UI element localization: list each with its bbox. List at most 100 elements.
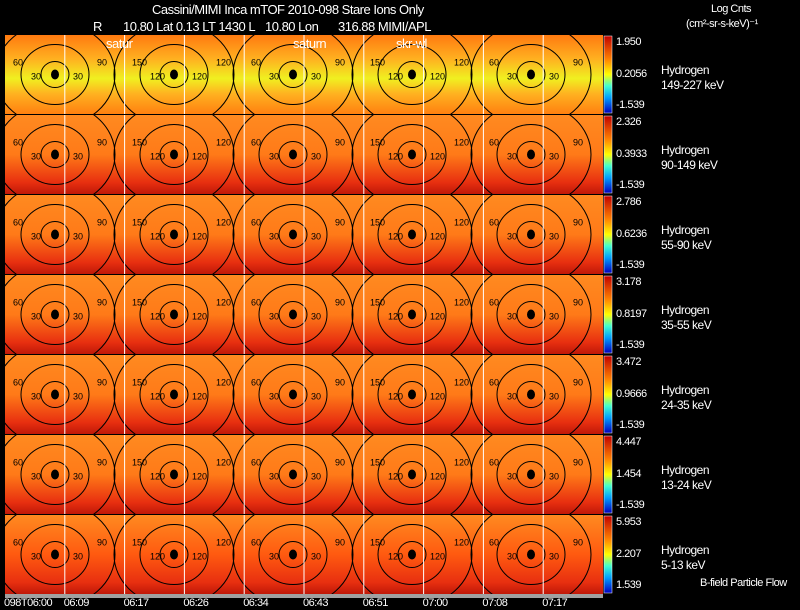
planet-marker	[170, 469, 178, 480]
contour-label: 30	[73, 552, 83, 562]
position-info: 10.80 Lat 0.13 LT 1430 L	[123, 19, 256, 34]
planet-marker	[527, 309, 535, 320]
contour-label: 120	[150, 232, 165, 242]
planet-marker	[289, 389, 297, 400]
contour-label: 150	[370, 538, 385, 548]
contour-line	[20, 364, 90, 425]
contour-line	[278, 541, 308, 568]
contour-label: 120	[192, 232, 207, 242]
contour-line	[159, 541, 189, 568]
contour-label: 120	[216, 458, 231, 468]
overlay-label-satur: satur	[106, 36, 133, 51]
contour-label: 30	[507, 392, 517, 402]
contour-label: 150	[132, 298, 147, 308]
contour-line	[377, 204, 447, 265]
contour-label: 120	[454, 458, 469, 468]
contour-label: 150	[132, 138, 147, 148]
species-label: Hydrogen	[661, 383, 710, 397]
contour-label: 60	[251, 218, 261, 228]
contour-label: 120	[216, 378, 231, 388]
contour-line	[351, 355, 473, 434]
planet-marker	[289, 229, 297, 240]
contour-line	[470, 115, 592, 194]
species-label: Hydrogen	[661, 223, 710, 237]
contour-line	[258, 124, 328, 185]
contour-label: 150	[370, 298, 385, 308]
contour-line	[397, 381, 427, 408]
contour-line	[397, 541, 427, 568]
contour-label: 60	[489, 218, 499, 228]
colorbar-max-label: 2.786	[616, 196, 642, 208]
contour-line	[40, 541, 70, 568]
planet-marker	[51, 389, 59, 400]
contour-label: 150	[370, 58, 385, 68]
contour-line	[20, 204, 90, 265]
contour-line	[278, 461, 308, 488]
contour-line	[278, 221, 308, 248]
contour-label: 120	[430, 232, 445, 242]
energy-range-label: 24-35 keV	[661, 398, 712, 412]
contour-label: 120	[430, 72, 445, 82]
x-tick-label: 06:51	[362, 597, 389, 609]
contour-label: 150	[132, 538, 147, 548]
contour-label: 30	[549, 152, 559, 162]
units-line2: (cm²-sr-s-keV)⁻¹	[686, 18, 758, 30]
contour-line	[159, 381, 189, 408]
contour-label: 120	[430, 472, 445, 482]
contour-label: 150	[132, 218, 147, 228]
planet-marker	[51, 549, 59, 560]
contour-line	[397, 61, 427, 88]
colorbar	[603, 275, 613, 354]
contour-line	[496, 444, 566, 505]
contour-label: 90	[97, 138, 107, 148]
contour-line	[516, 141, 546, 168]
contour-line	[232, 35, 354, 114]
contour-line	[113, 195, 235, 274]
contour-line	[470, 35, 592, 114]
planet-marker	[527, 149, 535, 160]
x-tick-label: 07:17	[542, 597, 568, 609]
bfield-note: B-field Particle Flow	[700, 577, 787, 589]
contour-label: 30	[73, 472, 83, 482]
contour-label: 30	[311, 72, 321, 82]
colorbar	[603, 355, 613, 434]
contour-label: 30	[73, 232, 83, 242]
time-axis-bar	[5, 594, 603, 598]
contour-label: 90	[97, 58, 107, 68]
species-label: Hydrogen	[661, 63, 710, 77]
planet-marker	[408, 309, 416, 320]
planet-marker	[408, 549, 416, 560]
lon-value: 316.88 MIMI/APL	[338, 19, 431, 34]
contour-label: 30	[269, 392, 279, 402]
contour-line	[516, 381, 546, 408]
contour-line	[377, 124, 447, 185]
contour-line	[113, 355, 235, 434]
contour-line	[139, 524, 209, 585]
colorbar-mid-label: 0.3933	[616, 148, 647, 160]
contour-label: 30	[269, 552, 279, 562]
contour-line	[40, 221, 70, 248]
contour-label: 90	[335, 58, 345, 68]
contour-label: 60	[13, 378, 23, 388]
contour-label: 90	[97, 458, 107, 468]
contour-label: 90	[573, 298, 583, 308]
contour-line	[139, 204, 209, 265]
contour-line	[496, 364, 566, 425]
species-label: Hydrogen	[661, 463, 710, 477]
contour-label: 120	[150, 552, 165, 562]
colorbar-mid-label: 0.6236	[616, 228, 647, 240]
contour-label: 60	[251, 378, 261, 388]
contour-label: 30	[507, 312, 517, 322]
l-value: 10.80 Lon	[265, 19, 319, 34]
species-label: Hydrogen	[661, 303, 710, 317]
x-tick-label: 098T06:00	[4, 597, 53, 609]
contour-label: 120	[150, 392, 165, 402]
contour-line	[113, 35, 235, 114]
contour-line	[351, 195, 473, 274]
contour-line	[20, 124, 90, 185]
contour-label: 150	[370, 218, 385, 228]
contour-label: 120	[454, 378, 469, 388]
planet-marker	[170, 229, 178, 240]
